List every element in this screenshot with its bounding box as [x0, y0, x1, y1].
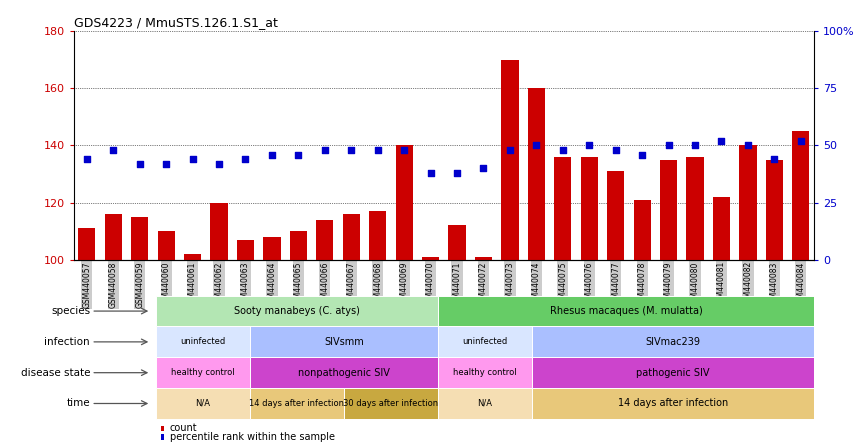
Point — [371, 147, 385, 154]
Text: 14 days after infection: 14 days after infection — [617, 399, 728, 408]
Text: disease state: disease state — [21, 368, 90, 378]
Text: 30 days after infection: 30 days after infection — [344, 399, 438, 408]
Bar — [554, 157, 572, 260]
Text: percentile rank within the sample: percentile rank within the sample — [170, 432, 335, 442]
Point — [397, 147, 411, 154]
Point — [636, 151, 650, 158]
Bar — [740, 146, 757, 260]
Point — [476, 165, 490, 172]
Text: SIVsmm: SIVsmm — [324, 337, 364, 347]
Bar — [422, 257, 439, 260]
Bar — [250, 326, 438, 357]
Point — [265, 151, 279, 158]
Text: N/A: N/A — [477, 399, 493, 408]
Bar — [532, 357, 814, 388]
Text: Rhesus macaques (M. mulatta): Rhesus macaques (M. mulatta) — [550, 306, 702, 316]
Bar — [210, 202, 228, 260]
Bar — [766, 160, 783, 260]
Point — [107, 147, 120, 154]
Bar — [396, 146, 413, 260]
Bar — [634, 200, 650, 260]
Bar — [156, 388, 250, 419]
Text: species: species — [51, 306, 90, 316]
Text: uninfected: uninfected — [462, 337, 507, 346]
Bar — [792, 131, 810, 260]
Bar — [78, 228, 95, 260]
Point — [714, 137, 728, 144]
Bar — [344, 388, 438, 419]
Point — [450, 169, 464, 176]
Bar — [156, 296, 438, 326]
Text: Sooty manabeys (C. atys): Sooty manabeys (C. atys) — [234, 306, 360, 316]
Point — [423, 169, 437, 176]
Bar — [250, 357, 438, 388]
Text: uninfected: uninfected — [180, 337, 225, 346]
Point — [503, 147, 517, 154]
Bar — [158, 231, 175, 260]
Point — [688, 142, 702, 149]
Bar — [438, 388, 532, 419]
Point — [238, 155, 252, 163]
Bar — [131, 217, 148, 260]
Point — [159, 160, 173, 167]
Text: SIVmac239: SIVmac239 — [645, 337, 701, 347]
Bar — [532, 326, 814, 357]
Bar — [184, 254, 201, 260]
Text: nonpathogenic SIV: nonpathogenic SIV — [298, 368, 390, 378]
Bar — [438, 326, 532, 357]
Bar — [581, 157, 598, 260]
Point — [582, 142, 596, 149]
Point — [132, 160, 146, 167]
Text: healthy control: healthy control — [171, 368, 235, 377]
Point — [318, 147, 332, 154]
Text: 14 days after infection: 14 days after infection — [249, 399, 345, 408]
Text: time: time — [67, 399, 90, 408]
Point — [767, 155, 781, 163]
Bar — [713, 197, 730, 260]
Point — [345, 147, 359, 154]
Text: pathogenic SIV: pathogenic SIV — [637, 368, 710, 378]
Bar — [475, 257, 492, 260]
Text: GDS4223 / MmuSTS.126.1.S1_at: GDS4223 / MmuSTS.126.1.S1_at — [74, 16, 277, 28]
Bar — [449, 226, 466, 260]
Point — [662, 142, 675, 149]
Bar — [156, 357, 250, 388]
Bar — [438, 357, 532, 388]
Bar — [527, 88, 545, 260]
Point — [609, 147, 623, 154]
Text: count: count — [170, 423, 197, 433]
Bar — [607, 171, 624, 260]
Bar — [501, 59, 519, 260]
Bar — [105, 214, 122, 260]
Bar — [369, 211, 386, 260]
Bar — [160, 426, 164, 431]
Text: healthy control: healthy control — [453, 368, 517, 377]
Point — [529, 142, 543, 149]
Point — [292, 151, 306, 158]
Bar — [316, 220, 333, 260]
Text: N/A: N/A — [196, 399, 210, 408]
Bar — [660, 160, 677, 260]
Point — [556, 147, 570, 154]
Bar — [532, 388, 814, 419]
Point — [212, 160, 226, 167]
Point — [741, 142, 755, 149]
Text: infection: infection — [44, 337, 90, 347]
Bar — [250, 388, 344, 419]
Bar — [343, 214, 360, 260]
Point — [80, 155, 94, 163]
Bar — [237, 240, 254, 260]
Point — [185, 155, 199, 163]
Bar — [438, 296, 814, 326]
Point — [794, 137, 808, 144]
Bar — [290, 231, 307, 260]
Bar — [263, 237, 281, 260]
Bar — [160, 434, 164, 440]
Bar — [687, 157, 704, 260]
Bar — [156, 326, 250, 357]
